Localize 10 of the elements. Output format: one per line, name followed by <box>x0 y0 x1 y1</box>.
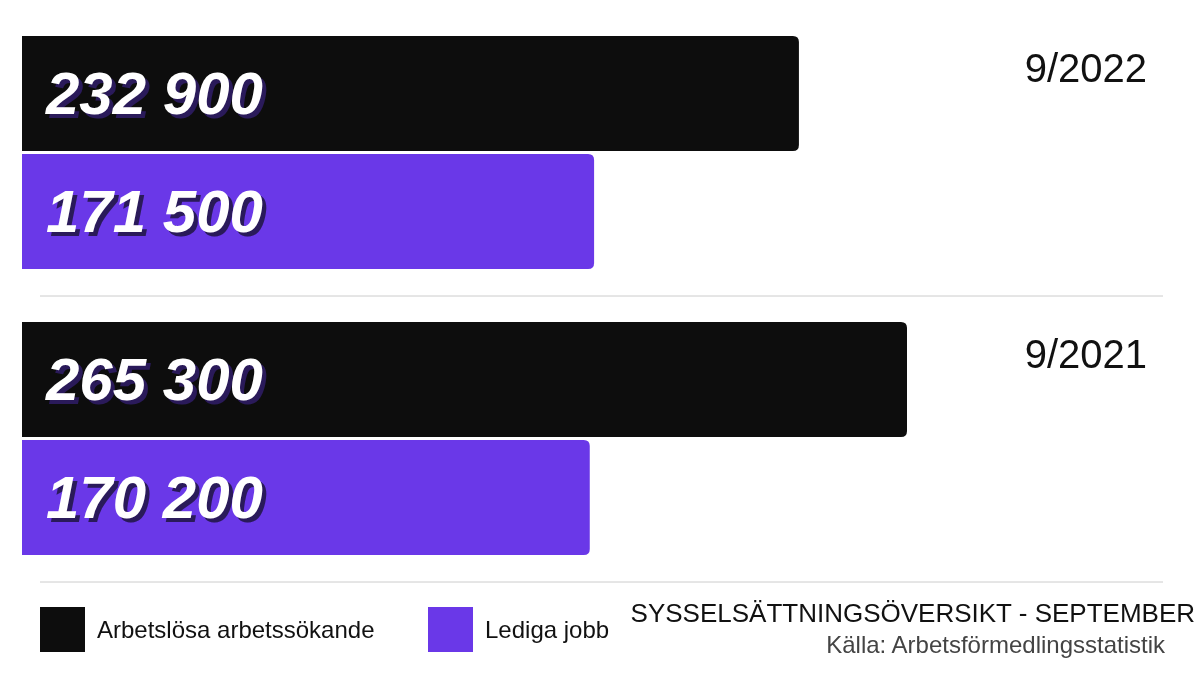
data-label: 232 900 <box>45 59 263 127</box>
data-label: 171 500 <box>46 177 263 245</box>
legend-label: Lediga jobb <box>485 616 610 643</box>
text: SYSSELSÄTTNINGSÖVERSIKT - SEPTEMBER <box>630 598 1195 628</box>
y-tick-label: 9/2021 <box>1024 332 1147 376</box>
text: Källa: Arbetsförmedlingsstatistik <box>826 631 1166 658</box>
y-tick-label: 9/2022 <box>1024 46 1147 90</box>
data-label: 265 300 <box>45 345 263 413</box>
data-label: 170 200 <box>46 463 263 531</box>
legend-label: Arbetslösa arbetssökande <box>97 616 375 643</box>
